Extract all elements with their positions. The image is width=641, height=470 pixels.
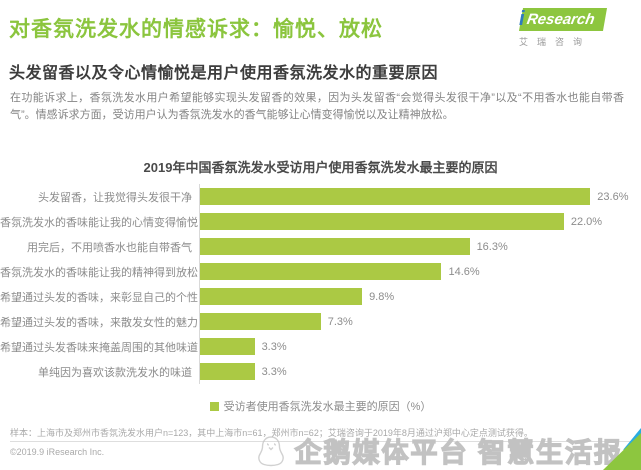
logo-i-glyph: i [519,8,525,30]
bar [200,238,470,255]
bar-track: 7.3% [199,309,630,334]
bar [200,338,255,355]
chart-legend: 受访者使用香氛洗发水最主要的原因（%） [0,398,641,414]
bar [200,213,564,230]
bar-row: 单纯因为喜欢该款洗发水的味道 3.3% [0,359,630,384]
iresearch-logo: i Research 艾瑞咨询 [518,8,631,48]
bar-track: 3.3% [199,359,630,384]
bar [200,263,442,280]
bar-category-label: 单纯因为喜欢该款洗发水的味道 [38,366,192,379]
bar-value-label: 3.3% [261,365,287,378]
logo-chinese-name: 艾瑞咨询 [519,37,592,47]
legend-label: 受访者使用香氛洗发水最主要的原因（%） [223,401,432,413]
bar-value-label: 14.6% [448,265,480,278]
bar-value-label: 3.3% [261,340,287,353]
bar-row: 希望通过头发香味来掩盖周围的其他味道 3.3% [0,334,630,359]
penguin-icon [258,435,285,466]
logo-wordmark: Research [518,8,607,31]
chart-title: 2019年中国香氛洗发水受访用户使用香氛洗发水最主要的原因 [143,160,498,175]
bar-category-label: 香氛洗发水的香味能让我的心情变得愉悦 [0,216,198,229]
bar-value-label: 23.6% [597,190,629,203]
bar-category-label: 用完后，不用喷香水也能自带香气 [27,241,192,254]
bar [200,288,363,305]
bar-track: 14.6% [199,259,630,284]
bar-value-label: 7.3% [327,315,353,328]
bar [200,188,591,205]
footer-divider [10,441,631,442]
bar-category-label: 头发留香，让我觉得头发很干净 [38,191,192,204]
bar-track: 16.3% [199,234,630,259]
corner-ribbon [601,428,641,470]
bar-row: 香氛洗发水的香味能让我的精神得到放松 14.6% [0,259,630,284]
bar-category-label: 希望通过头发的香味，来彰显自己的个性 [0,291,198,304]
corner-ribbon-green [603,433,641,470]
copyright-text: ©2019.9 iResearch Inc. [10,447,105,457]
bar-track: 9.8% [199,284,630,309]
bar-track: 3.3% [199,334,630,359]
bar-chart: 头发留香，让我觉得头发很干净 23.6% 香氛洗发水的香味能让我的心情变得愉悦 22.… [0,184,630,384]
bar-row: 香氛洗发水的香味能让我的心情变得愉悦 22.0% [0,209,630,234]
bar-category-label: 希望通过头发的香味，来散发女性的魅力 [0,316,198,329]
bar-track: 23.6% [199,184,630,209]
summary-paragraph: 在功能诉求上，香氛洗发水用户希望能够实现头发留香的效果，因为头发留香“会觉得头发… [10,92,624,121]
bar-track: 22.0% [199,209,630,234]
bar-category-label: 希望通过头发香味来掩盖周围的其他味道 [0,341,198,354]
bar-value-label: 22.0% [570,215,603,228]
bar-row: 希望通过头发的香味，来散发女性的魅力 7.3% [0,309,630,334]
sample-note: 样本：上海市及郑州市香氛洗发水用户n=123，其中上海市n=61，郑州市n=62… [10,428,533,438]
bar-category-label: 香氛洗发水的香味能让我的精神得到放松 [0,266,198,279]
page-title: 对香氛洗发水的情感诉求：愉悦、放松 [9,18,383,41]
legend-swatch [209,401,219,411]
bar-row: 用完后，不用喷香水也能自带香气 16.3% [0,234,630,259]
bar-value-label: 16.3% [476,240,508,253]
bar-row: 头发留香，让我觉得头发很干净 23.6% [0,184,630,209]
report-subtitle: 头发留香以及令心情愉悦是用户使用香氛洗发水的重要原因 [9,65,439,82]
bar-row: 希望通过头发的香味，来彰显自己的个性 9.8% [0,284,630,309]
bar [200,363,255,380]
bar-value-label: 9.8% [369,290,395,303]
bar [200,313,321,330]
